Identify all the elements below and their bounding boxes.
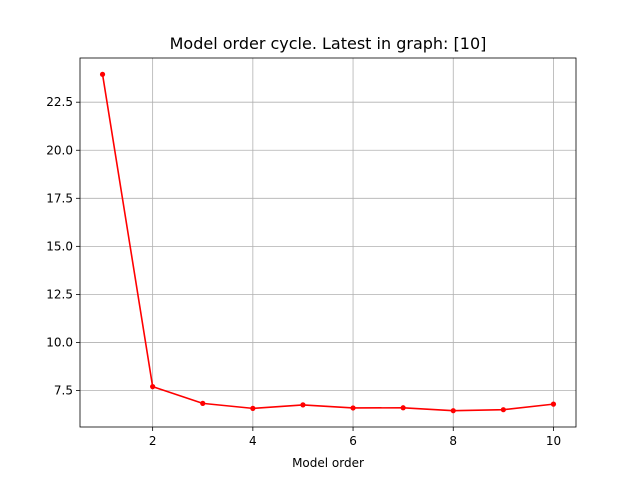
chart-title: Model order cycle. Latest in graph: [10] (170, 34, 487, 53)
data-point (300, 402, 306, 408)
data-point (400, 405, 406, 411)
data-point (150, 384, 156, 390)
x-tick-label: 6 (349, 434, 357, 448)
x-tick-label: 10 (546, 434, 561, 448)
y-tick-label: 15.0 (46, 239, 73, 253)
data-point (500, 407, 506, 413)
series-line (101, 74, 554, 412)
data-point (250, 405, 256, 411)
y-tick-label: 10.0 (46, 335, 73, 349)
x-tick-label: 8 (449, 434, 457, 448)
data-point (200, 400, 206, 406)
data-point (450, 408, 456, 414)
axis-ticks: 2 4 6 8 10 7.5 10.0 12.5 15.0 17.5 20.0 22.5 (46, 95, 561, 448)
data-point (99, 71, 106, 77)
y-tick-label: 12.5 (46, 287, 73, 301)
y-tick-label: 22.5 (46, 95, 73, 109)
x-tick-label: 4 (249, 434, 257, 448)
series-layer (99, 71, 557, 414)
y-tick-label: 7.5 (54, 383, 73, 397)
y-tick-label: 20.0 (46, 143, 73, 157)
x-axis-label: Model order (292, 456, 364, 470)
x-tick-label: 2 (149, 434, 157, 448)
data-point (350, 405, 356, 411)
plot-frame (79, 57, 577, 428)
data-point (550, 401, 557, 407)
y-tick-label: 17.5 (46, 191, 73, 205)
